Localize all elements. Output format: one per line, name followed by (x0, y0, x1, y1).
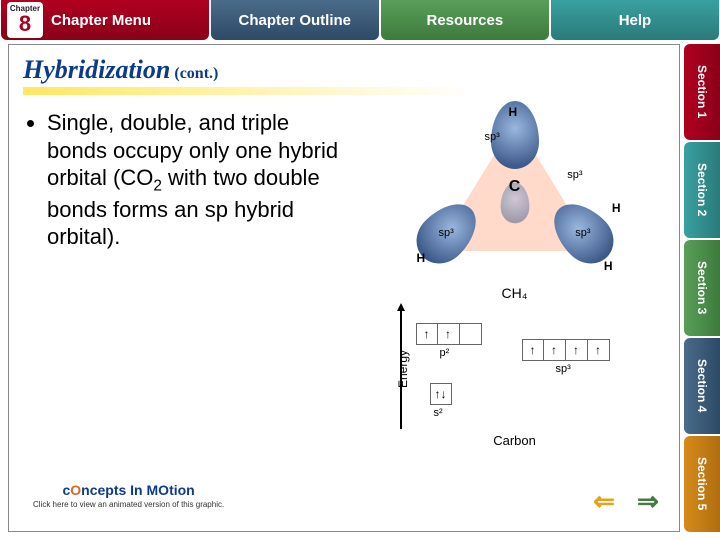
section-tab-1[interactable]: Section 1 (684, 44, 720, 140)
figure-column: C H H H H sp³ sp³ sp³ sp³ CH₄ Energy ↑ ↑ (364, 109, 665, 448)
s-row-label: s² (434, 407, 443, 419)
chapter-outline-label: Chapter Outline (239, 12, 352, 29)
heading-underline (23, 87, 472, 95)
section-tab-2[interactable]: Section 2 (684, 142, 720, 238)
bullet-subscript: 2 (153, 177, 162, 194)
slide-content: Hybridization (cont.) Single, double, an… (8, 44, 680, 532)
sp3-label-br: sp³ (575, 227, 590, 239)
next-slide-button[interactable]: ⇒ (631, 489, 665, 513)
bullet-item: Single, double, and triple bonds occupy … (47, 109, 354, 251)
h-label-top: H (509, 105, 518, 119)
bullet-block: Single, double, and triple bonds occupy … (23, 109, 354, 448)
center-atom-label: C (509, 178, 521, 196)
resources-label: Resources (427, 12, 504, 29)
sp3-orbital-row: ↑ ↑ ↑ ↑ (522, 339, 610, 361)
section-tab-4-label: Section 4 (695, 359, 709, 412)
top-nav: Chapter 8 Chapter Menu Chapter Outline R… (0, 0, 720, 40)
arrow-left-icon: ⇐ (593, 486, 615, 517)
h-label-r: H (612, 201, 621, 215)
chapter-number: 8 (19, 13, 31, 35)
p-box-3 (460, 323, 482, 345)
section-tab-5-label: Section 5 (695, 457, 709, 510)
sp3-label-bl: sp³ (439, 227, 454, 239)
concepts-in-motion[interactable]: cOncepts In MOtion Click here to view an… (33, 482, 224, 509)
sp3-box-4: ↑ (588, 339, 610, 361)
prev-slide-button[interactable]: ⇐ (587, 489, 621, 513)
chapter-menu-label: Chapter Menu (51, 12, 151, 29)
chapter-outline-tab[interactable]: Chapter Outline (211, 0, 379, 40)
body-row: Single, double, and triple bonds occupy … (23, 109, 665, 448)
slide-heading: Hybridization (cont.) (23, 55, 665, 85)
section-tabs: Section 1 Section 2 Section 3 Section 4 … (684, 44, 720, 532)
p-row-label: p² (440, 347, 450, 359)
sp3-label-back: sp³ (567, 169, 582, 181)
p-orbital-row: ↑ ↑ (416, 323, 482, 345)
energy-axis-label: Energy (396, 350, 410, 388)
sp3-box-3: ↑ (566, 339, 588, 361)
concepts-logo: cOncepts In MOtion (62, 482, 194, 498)
help-tab[interactable]: Help (551, 0, 719, 40)
sp3-box-2: ↑ (544, 339, 566, 361)
concepts-subtext: Click here to view an animated version o… (33, 500, 224, 509)
energy-axis-arrowhead (397, 303, 405, 311)
sp3-row-label: sp³ (556, 363, 571, 375)
section-tab-4[interactable]: Section 4 (684, 338, 720, 434)
molecule-label: CH₄ (502, 285, 528, 301)
orbital-figure: C H H H H sp³ sp³ sp³ sp³ (415, 109, 615, 279)
section-tab-3-label: Section 3 (695, 261, 709, 314)
resources-tab[interactable]: Resources (381, 0, 549, 40)
arrow-right-icon: ⇒ (637, 486, 659, 517)
chapter-menu-tab[interactable]: Chapter 8 Chapter Menu (1, 0, 209, 40)
help-label: Help (619, 12, 652, 29)
section-tab-2-label: Section 2 (695, 163, 709, 216)
p-box-2: ↑ (438, 323, 460, 345)
s-box-1: ↑↓ (430, 383, 452, 405)
slide-nav: ⇐ ⇒ (587, 489, 665, 513)
p-box-1: ↑ (416, 323, 438, 345)
h-label-br: H (604, 259, 613, 273)
carbon-label: Carbon (493, 433, 536, 448)
sp3-label-top: sp³ (485, 131, 500, 143)
section-tab-3[interactable]: Section 3 (684, 240, 720, 336)
sp3-box-1: ↑ (522, 339, 544, 361)
heading-sub: (cont.) (174, 65, 218, 82)
chapter-badge: Chapter 8 (7, 2, 43, 38)
section-tab-1-label: Section 1 (695, 65, 709, 118)
s-orbital-row: ↑↓ (430, 383, 452, 405)
section-tab-5[interactable]: Section 5 (684, 436, 720, 532)
h-label-bl: H (417, 251, 426, 265)
heading-main: Hybridization (23, 55, 170, 84)
energy-diagram: Energy ↑ ↑ p² ↑↓ s² ↑ ↑ ↑ ↑ sp³ (400, 309, 630, 429)
